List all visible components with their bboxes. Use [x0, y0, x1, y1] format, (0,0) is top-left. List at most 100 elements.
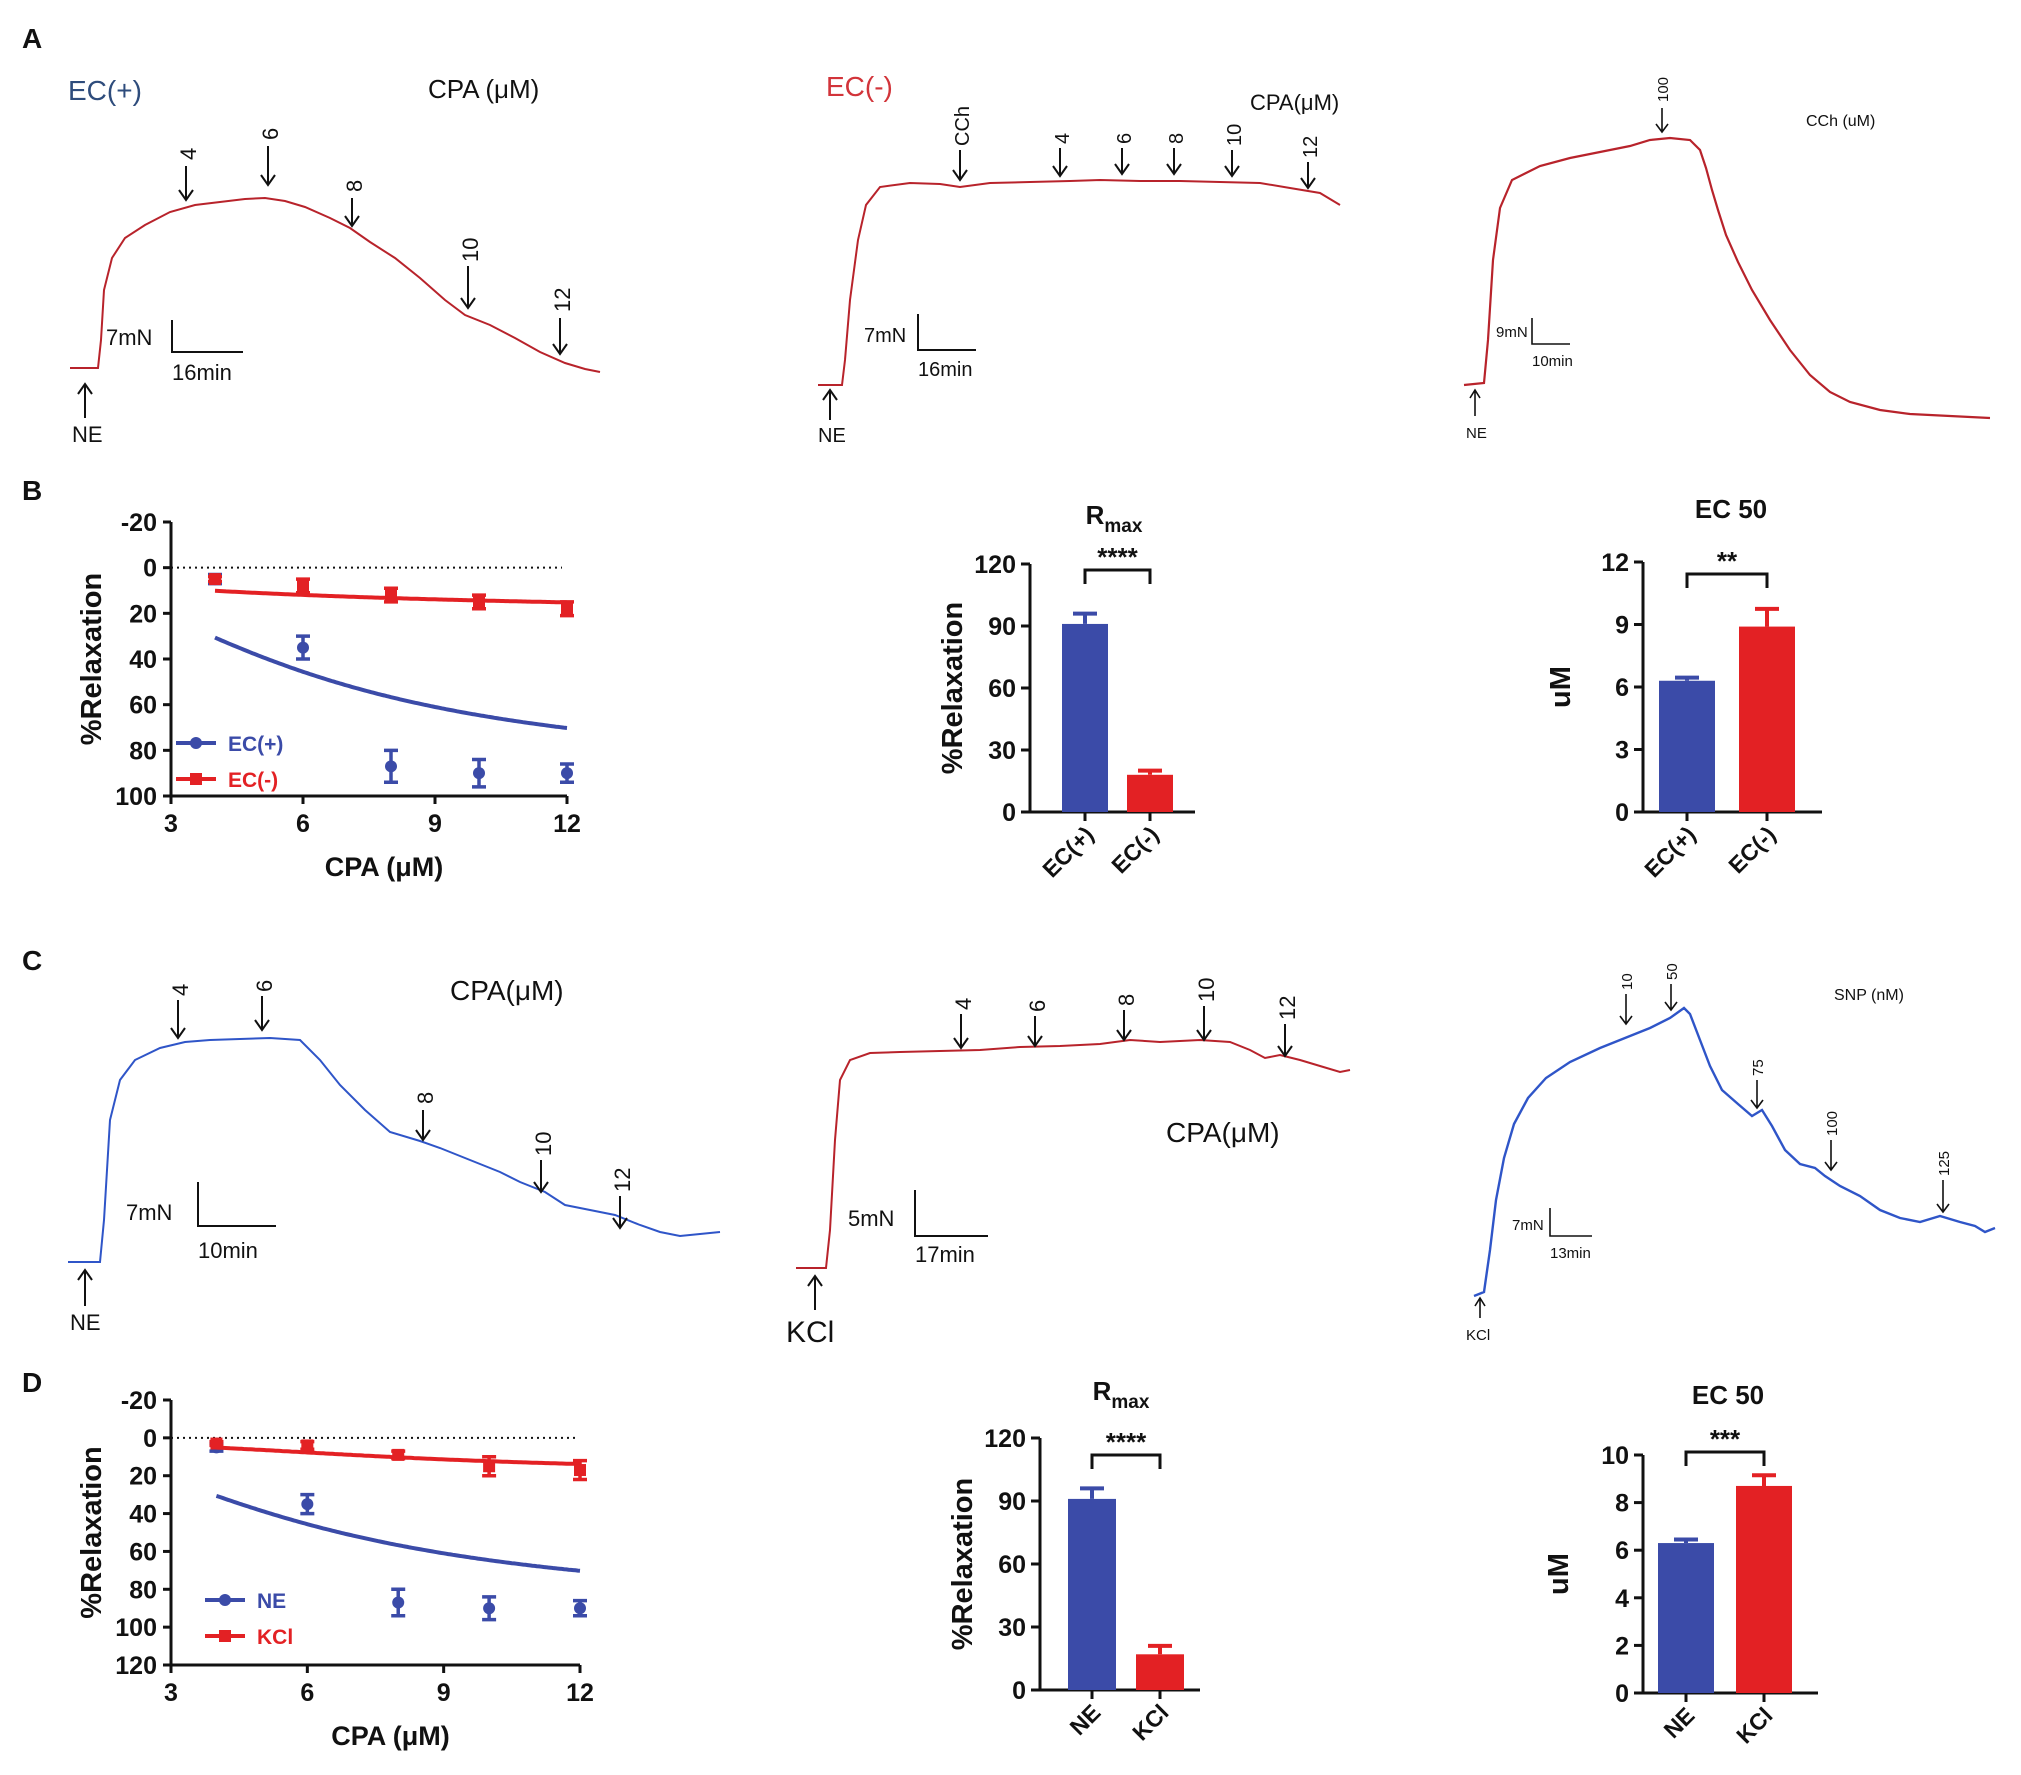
trace-c1-marker: 4 [168, 984, 193, 996]
x-tick-label: 3 [164, 1679, 178, 1707]
chart-title-sub: max [1104, 516, 1142, 537]
x-tick-label: EC(-) [1106, 821, 1163, 878]
trace-a2-arrows [952, 148, 1316, 190]
x-tick-label: 6 [300, 1679, 314, 1707]
y-tick-label: 60 [998, 1551, 1026, 1579]
y-tick-label: 40 [129, 1501, 157, 1529]
trace-a1-start-label: NE [72, 422, 103, 447]
trace-c1-marker: 8 [413, 1092, 438, 1104]
bar-ne-plus [1068, 1498, 1116, 1690]
significance-label: *** [1710, 1424, 1741, 1454]
trace-c1-line [68, 1036, 721, 1263]
chart-title-main: R [1086, 500, 1105, 530]
y-tick-label: 6 [1615, 674, 1629, 702]
y-tick-label: 60 [129, 692, 157, 720]
error-bar [1675, 675, 1699, 681]
y-tick-label: 0 [1615, 1680, 1629, 1708]
x-tick-label: NE [1065, 1699, 1106, 1740]
data-point [392, 1596, 405, 1609]
trace-a2-marker: 10 [1224, 124, 1246, 146]
trace-c2-start-label: KCl [786, 1316, 834, 1349]
legend-marker [219, 1630, 231, 1642]
trace-a3-label: CCh (uM) [1806, 113, 1875, 130]
trace-c2-scale-x: 17min [915, 1242, 975, 1267]
bar-kcl-minus [1136, 1654, 1184, 1690]
data-point [297, 579, 309, 592]
data-point [301, 1498, 314, 1511]
data-point [209, 573, 221, 586]
chart-title-sub: max [1111, 1392, 1149, 1413]
trace-c1-marker: 6 [252, 980, 277, 992]
trace-a1-start-arrow [77, 382, 93, 418]
trace-c1-start-arrow [77, 1268, 93, 1306]
y-tick-label: 120 [974, 551, 1016, 579]
y-tick-label: 60 [988, 675, 1016, 703]
panel-letter-c: C [22, 945, 42, 976]
chart-title: EC 50 [1692, 1380, 1764, 1410]
trace-a2-line [818, 178, 1341, 386]
trace-a3: CCh (uM) 100 NE 9mN 10min [1463, 77, 1991, 442]
y-tick-label: 4 [1615, 1585, 1629, 1613]
data-point [561, 602, 573, 615]
y-tick-label: 20 [129, 600, 157, 628]
trace-c3-marker: 75 [1750, 1059, 1767, 1076]
data-point [574, 1464, 586, 1477]
trace-a3-scalebar [1531, 318, 1570, 345]
chart-title: Rmax [1093, 1376, 1150, 1413]
legend-marker [190, 737, 202, 749]
trace-c2-arrows [953, 1006, 1293, 1058]
bar-ec-plus [1659, 680, 1715, 812]
y-tick-label: 100 [115, 1614, 157, 1642]
bar-ne-plus [1658, 1543, 1714, 1693]
trace-a2-header: EC(-) [826, 71, 893, 102]
trace-c1-scale-x: 10min [198, 1238, 258, 1263]
y-axis-label: %Relaxation [937, 602, 969, 774]
trace-a2: EC(-) CPA(μM) CCh 4 6 8 10 12 NE 7mN 16m… [818, 71, 1341, 447]
data-point [301, 1439, 314, 1452]
trace-a2-scale-y: 7mN [864, 325, 906, 347]
trace-a1-marker: 4 [176, 148, 201, 160]
y-axis-label: %Relaxation [947, 1478, 979, 1650]
significance-bracket [1684, 1450, 1766, 1466]
y-axis-label: uM [1543, 1553, 1575, 1595]
trace-a2-marker: CCh [952, 106, 974, 146]
data-point [483, 1460, 496, 1473]
y-tick-label: 0 [1012, 1677, 1026, 1705]
y-axis-label: %Relaxation [76, 1446, 108, 1618]
trace-a1-marker: 10 [458, 238, 483, 262]
x-tick-label: 12 [566, 1679, 594, 1707]
trace-c3-scale-y: 7mN [1512, 1217, 1544, 1234]
significance-label: **** [1106, 1427, 1147, 1457]
trace-c3-marker: 100 [1824, 1111, 1841, 1136]
trace-c1-marker: 10 [531, 1132, 556, 1156]
trace-a1-scalebar [171, 320, 243, 353]
bar-ec-plus [1062, 623, 1108, 812]
y-tick-label: 12 [1601, 549, 1629, 577]
trace-a2-scalebar [917, 314, 976, 351]
trace-c2-line [796, 1038, 1351, 1269]
legend-marker [190, 773, 202, 785]
x-tick-label: 9 [437, 1679, 451, 1707]
y-tick-label: 10 [1601, 1442, 1629, 1470]
fit-curve-ec [214, 635, 568, 730]
significance-bracket [1083, 568, 1152, 584]
trace-a1-marker: 8 [342, 180, 367, 192]
data-point [473, 767, 485, 780]
chart-b-ec50: EC 50 0 3 6 9 12 uM EC(+) EC(-) ** [1545, 494, 1822, 882]
y-tick-label: 30 [998, 1614, 1026, 1642]
trace-c1-scalebar [197, 1182, 276, 1227]
fit-curve-ne [215, 1493, 581, 1573]
error-bar [1148, 1643, 1172, 1655]
trace-a3-marker: 100 [1655, 77, 1672, 102]
y-tick-label: 100 [115, 783, 157, 811]
data-point [483, 1602, 496, 1615]
x-tick-label: 3 [164, 810, 178, 838]
bar-ec-minus [1739, 626, 1795, 812]
error-bar [1674, 1537, 1698, 1544]
trace-a2-label: CPA(μM) [1250, 90, 1339, 115]
legend-label: NE [257, 1590, 286, 1613]
trace-c1-scale-y: 7mN [126, 1200, 172, 1225]
